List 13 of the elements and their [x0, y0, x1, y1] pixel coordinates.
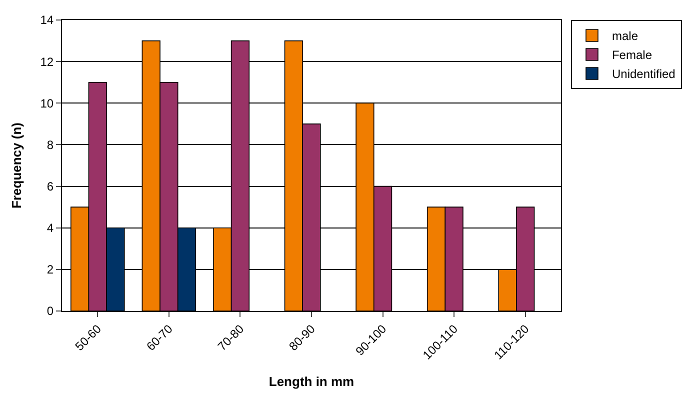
legend-label: male: [612, 29, 638, 44]
legend-label: Female: [612, 48, 652, 62]
y-tick-label: 6: [46, 179, 54, 194]
y-tick-label: 12: [40, 54, 54, 69]
y-tick-label: 10: [40, 96, 54, 110]
y-axis-title: Frequency (n): [9, 122, 24, 208]
y-tick-label: 14: [40, 13, 54, 28]
y-tick-label: 8: [46, 138, 54, 152]
x-axis-title: Length in mm: [268, 374, 354, 389]
legend-label: Unidentified: [612, 67, 676, 82]
y-tick-label: 0: [46, 304, 54, 318]
y-tick-label: 2: [46, 262, 54, 277]
y-tick-label: 4: [46, 221, 54, 236]
